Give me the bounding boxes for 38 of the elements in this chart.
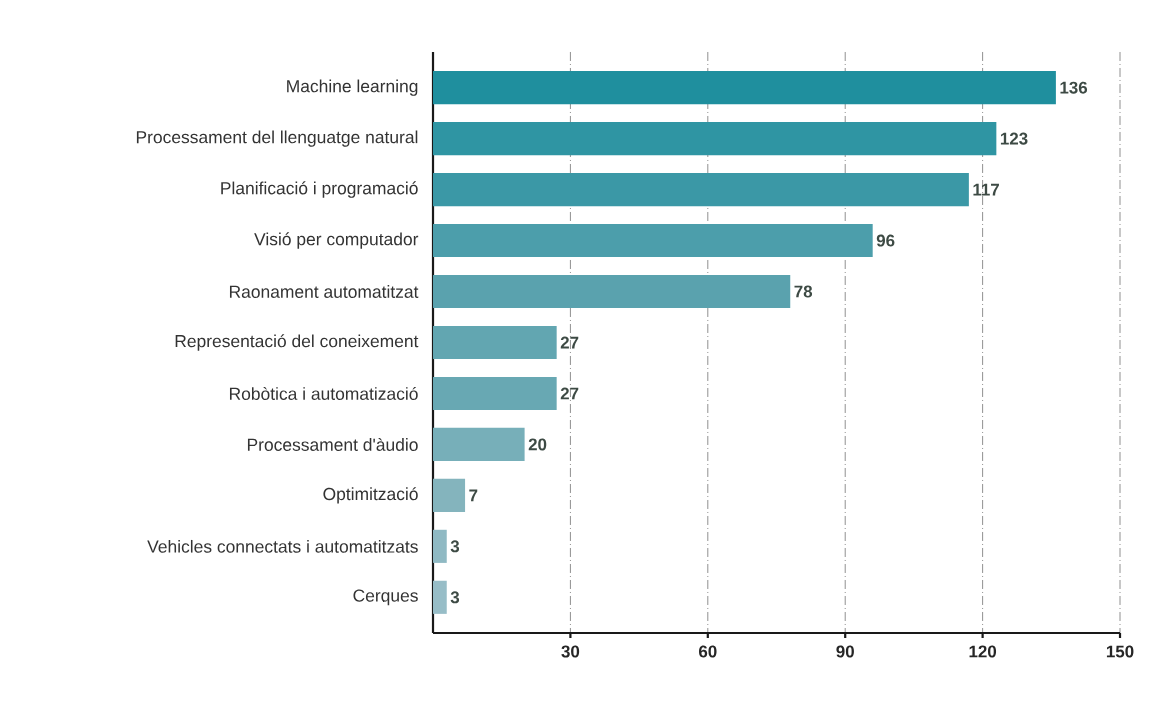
data-label: 78 [794, 285, 813, 298]
bar [433, 427, 525, 461]
y-tick-label: Cerques [353, 589, 418, 606]
bar [433, 173, 969, 207]
data-label: 3 [450, 540, 460, 553]
y-tick-label: Processament d'àudio [247, 437, 418, 451]
data-label: 20 [528, 438, 547, 451]
x-tick-label: 60 [699, 645, 717, 658]
data-label: 27 [560, 387, 579, 400]
x-tick-label: 120 [969, 645, 997, 658]
data-label: 96 [876, 234, 895, 247]
bar [433, 376, 557, 411]
x-tick-label: 30 [561, 645, 580, 658]
data-label: 117 [973, 183, 999, 196]
bar [433, 71, 1056, 105]
y-tick-label: Processament del llenguatge natural [136, 130, 418, 147]
bar [433, 223, 873, 258]
x-tick-label: 150 [1106, 645, 1134, 658]
y-tick-label: Vehicles connectats i automatitzats [147, 539, 418, 553]
bar [433, 274, 791, 309]
bar [433, 580, 447, 614]
bar [433, 478, 466, 512]
data-label: 3 [450, 591, 460, 604]
data-label: 123 [1000, 132, 1028, 145]
y-tick-label: Machine learning [287, 79, 418, 96]
data-label: 27 [560, 336, 579, 349]
data-label: 136 [1060, 81, 1088, 94]
y-tick-label: Planificació i programació [221, 181, 418, 198]
x-tick-label: 90 [836, 645, 854, 658]
bar [433, 529, 447, 563]
y-tick-label: Visió per computador [254, 232, 419, 249]
y-tick-label: Optimització [323, 487, 418, 504]
y-tick-label: Raonament automatitzat [229, 285, 419, 298]
data-label: 7 [469, 489, 478, 502]
bar [433, 325, 557, 360]
y-tick-label: Robòtica i automatizació [229, 386, 418, 400]
y-tick-label: Representació del coneixement [175, 334, 419, 351]
bar [433, 122, 997, 156]
